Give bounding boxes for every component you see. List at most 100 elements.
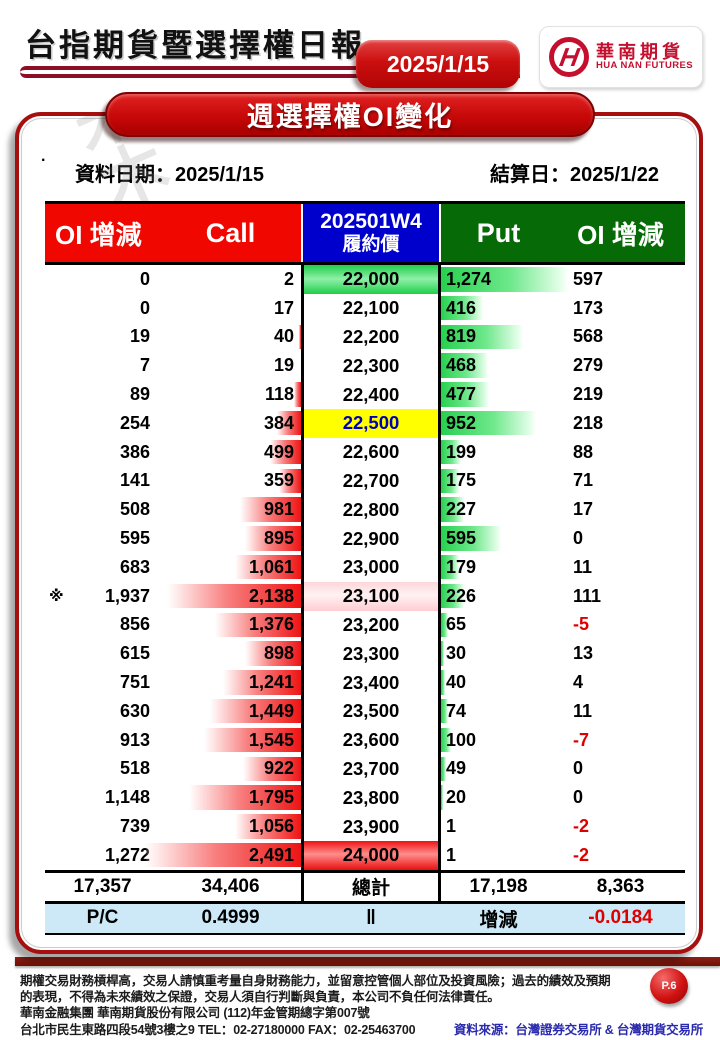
strike-price-cell: 22,000 [301,265,441,294]
call-oi-change-cell: 0 [139,297,150,318]
put-oi-bar [441,295,483,321]
put-header: Put [476,217,521,248]
table-row: ※ 1,937 2,138 23,100 226 111 [45,581,685,611]
put-oi-cell: 30 [441,639,556,668]
company-logo: H 華南期貨 HUA NAN FUTURES [539,26,703,88]
footer-divider [15,957,720,966]
put-oi-change-cell: 173 [573,297,604,318]
table-row: 7 19 22,300 468 279 [45,351,685,381]
total-label: 總計 [301,872,441,901]
strike-price-cell: 23,700 [301,754,441,784]
pc-change-value: -0.0184 [588,907,653,929]
put-oi-bar [441,497,464,522]
put-oi-change-cell: 13 [573,643,594,664]
strike-price-cell: 22,300 [301,351,441,381]
put-oi-change-cell: 0 [573,758,584,779]
call-oi-bar [244,641,301,666]
put-oi-bar [441,353,488,378]
put-oi-change-cell: 11 [573,556,593,577]
logo-text: 華南期貨 HUA NAN FUTURES [596,41,693,72]
put-oi-bar [441,382,489,407]
strike-price-cell: 22,900 [301,524,441,553]
page-title: 台指期貨暨選擇權日報 [25,28,365,63]
logo-monogram: H [557,41,582,72]
call-oi-cell: 17 [273,297,294,318]
call-oi-cell: 1,241 [160,668,301,697]
put-oi-change-cell: 0 [573,528,584,549]
put-oi-cell: 226 [441,582,556,611]
call-oi-bar [269,439,301,465]
huanan-logo-icon: H [549,37,590,77]
put-oi-cell: 416 [441,294,556,323]
call-oi-bar [243,756,301,782]
call-oi-change-cell: 856 [119,614,150,635]
strike-price-cell: 23,900 [301,812,441,841]
put-oi-change-cell: 0 [573,787,584,808]
call-oi-bar [223,670,301,695]
contract-header: 202501W4 [320,210,422,233]
put-oi-cell: 65 [441,611,556,640]
table-row: 518 922 23,700 49 0 [45,754,685,784]
disclaimer-line1: 期權交易財務槓桿高，交易人請慎重考量自身財務能力，並留意控管個人部位及投資風險；… [20,974,611,988]
put-oi-bar [441,727,451,753]
call-oi-change-cell: 595 [119,528,150,549]
strike-price-cell: 23,500 [301,696,441,726]
table-row: 739 1,056 23,900 1 -2 [45,812,685,841]
strike-price-cell: 22,500 [301,408,441,438]
strike-price-cell: 23,000 [301,552,441,582]
call-oi-change-cell: ※ 1,937 [49,585,150,606]
put-header-block: Put OI 增減 [441,204,685,262]
put-oi-cell: 468 [441,351,556,380]
table-row: 0 2 22,000 1,274 597 [45,265,685,294]
put-oi-cell: 179 [441,553,556,582]
call-oi-cell: 1,449 [160,697,301,726]
section-banner-title: 週選擇權OI變化 [246,102,454,132]
put-oi-bar [441,698,449,724]
call-oi-cell: 895 [160,524,301,553]
call-oi-cell: 1,061 [160,553,301,582]
strike-price-cell: 22,400 [301,380,441,409]
call-oi-change-cell: 7 [139,355,150,376]
put-oi-bar [441,410,537,436]
pc-value: 0.4999 [201,907,260,929]
report-date: 2025/1/15 [386,50,490,77]
call-oi-change-cell: 739 [119,816,150,837]
call-oi-cell: 1,376 [160,611,301,640]
pc-separator: ‖ [366,906,376,929]
table-row: 254 384 22,500 952 218 [45,408,685,438]
strike-price-cell: 23,100 [301,581,441,611]
call-oi-bar [293,382,301,407]
data-source: 資料來源：台灣證券交易所 & 台灣期貨交易所 [453,1022,703,1037]
put-oi-cell: 49 [441,755,556,784]
logo-name-zh: 華南期貨 [596,41,685,62]
put-oi-cell: 952 [441,409,556,438]
call-oi-change-cell: 615 [119,643,150,664]
data-date-label: 資料日期：2025/1/15 [75,164,264,186]
call-oi-bar [210,698,301,724]
call-oi-cell: 384 [160,409,301,438]
call-oi-change-cell: 0 [139,268,150,289]
put-oi-bar [441,612,448,638]
call-oi-cell: 1,545 [160,726,301,755]
page-number-badge: P.6 [650,968,688,1004]
dates-row: 資料日期：2025/1/15 結算日：2025/1/22 [19,116,699,187]
strike-price-cell: 22,200 [301,322,441,352]
table-row: 856 1,376 23,200 65 -5 [45,610,685,640]
call-oi-cell: 898 [160,639,301,668]
call-oi-cell: 1,056 [160,812,301,841]
strike-price-cell: 22,700 [301,466,441,496]
options-oi-table: OI 增減 Call 202501W4 履約價 Put OI 增減 0 2 22,0… [45,201,685,935]
table-row: 508 981 22,800 227 17 [45,495,685,525]
put-oi-change-cell: 219 [573,384,604,405]
total-put-oi: 17,198 [469,875,528,897]
put-oi-bar [441,641,444,666]
call-oi-bar [215,612,301,638]
disclaimer-line2: 的表現，不得為未來績效之保證，交易人須自行判斷與負責，本公司不負任何法律責任。 [20,990,500,1005]
put-oi-bar [441,756,446,782]
settle-date-label: 結算日：2025/1/22 [490,164,659,186]
call-oi-cell: 359 [160,467,301,496]
call-oi-cell: 981 [160,495,301,524]
table-row: 683 1,061 23,000 179 11 [45,552,685,582]
call-oi-bar [235,814,301,839]
call-oi-change-cell: 141 [119,470,150,491]
